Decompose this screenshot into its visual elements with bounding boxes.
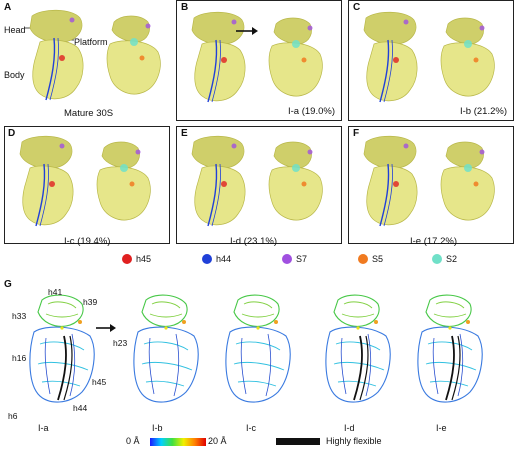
legend-h44: h44	[202, 254, 231, 264]
panel-label-b: B	[181, 2, 189, 13]
helix-label-h41: h41	[48, 287, 63, 297]
caption-b: I-a (19.0%)	[288, 106, 335, 117]
helix-label-h45: h45	[92, 377, 107, 387]
legend-s5-swatch	[358, 254, 368, 264]
helix-label-h33: h33	[12, 311, 27, 321]
legend-s2: S2	[432, 254, 457, 264]
caption-d: I-c (19.4%)	[64, 236, 111, 247]
legend-s2-label: S2	[446, 254, 458, 264]
caption-f: I-e (17.2%)	[410, 236, 457, 247]
scale-max-label: 20 Å	[208, 436, 227, 446]
legend-h45-label: h45	[136, 254, 152, 264]
panel-d	[4, 126, 170, 244]
structure-label-2: I-c	[246, 423, 256, 433]
helix-label-h39: h39	[83, 297, 98, 307]
legend-s7-swatch	[282, 254, 292, 264]
panel-label-f: F	[353, 128, 360, 139]
legend-h45-swatch	[122, 254, 132, 264]
structure-label-1: I-b	[152, 423, 163, 433]
body-label: Body	[4, 70, 25, 80]
panel-c	[348, 0, 514, 121]
legend-s7-label: S7	[296, 254, 308, 264]
panel-f	[348, 126, 514, 244]
helix-label-h16: h16	[12, 353, 27, 363]
structure-label-3: I-d	[344, 423, 355, 433]
color-scale-bar	[150, 438, 206, 446]
helix-label-h23: h23	[113, 338, 128, 348]
caption-e: I-d (23.1%)	[230, 236, 277, 247]
panel-label-g: G	[4, 279, 12, 290]
legend-s2-swatch	[432, 254, 442, 264]
legend-s7: S7	[282, 254, 307, 264]
panel-label-e: E	[181, 128, 188, 139]
helix-label-h6: h6	[8, 411, 18, 421]
panel-label-c: C	[353, 2, 361, 13]
structure-label-0: I-a	[38, 423, 49, 433]
highly-flexible-label: Highly flexible	[326, 436, 382, 446]
arrow-icon	[96, 324, 116, 332]
legend-h45: h45	[122, 254, 151, 264]
panel-e	[176, 126, 342, 244]
legend-s5-label: S5	[372, 254, 384, 264]
panel-label-a: A	[4, 2, 12, 13]
legend-s5: S5	[358, 254, 383, 264]
panel-label-d: D	[8, 128, 16, 139]
panel-b	[176, 0, 342, 121]
arrow-icon	[236, 27, 258, 35]
helix-label-h44: h44	[73, 403, 88, 413]
scale-min-label: 0 Å	[126, 436, 140, 446]
structure-label-4: I-e	[436, 423, 447, 433]
platform-label: Platform	[74, 37, 108, 47]
head-label: Head	[4, 25, 26, 35]
legend-h44-label: h44	[216, 254, 232, 264]
caption-a: Mature 30S	[64, 108, 114, 119]
caption-c: I-b (21.2%)	[460, 106, 507, 117]
highly-flexible-swatch	[276, 438, 320, 445]
legend-h44-swatch	[202, 254, 212, 264]
